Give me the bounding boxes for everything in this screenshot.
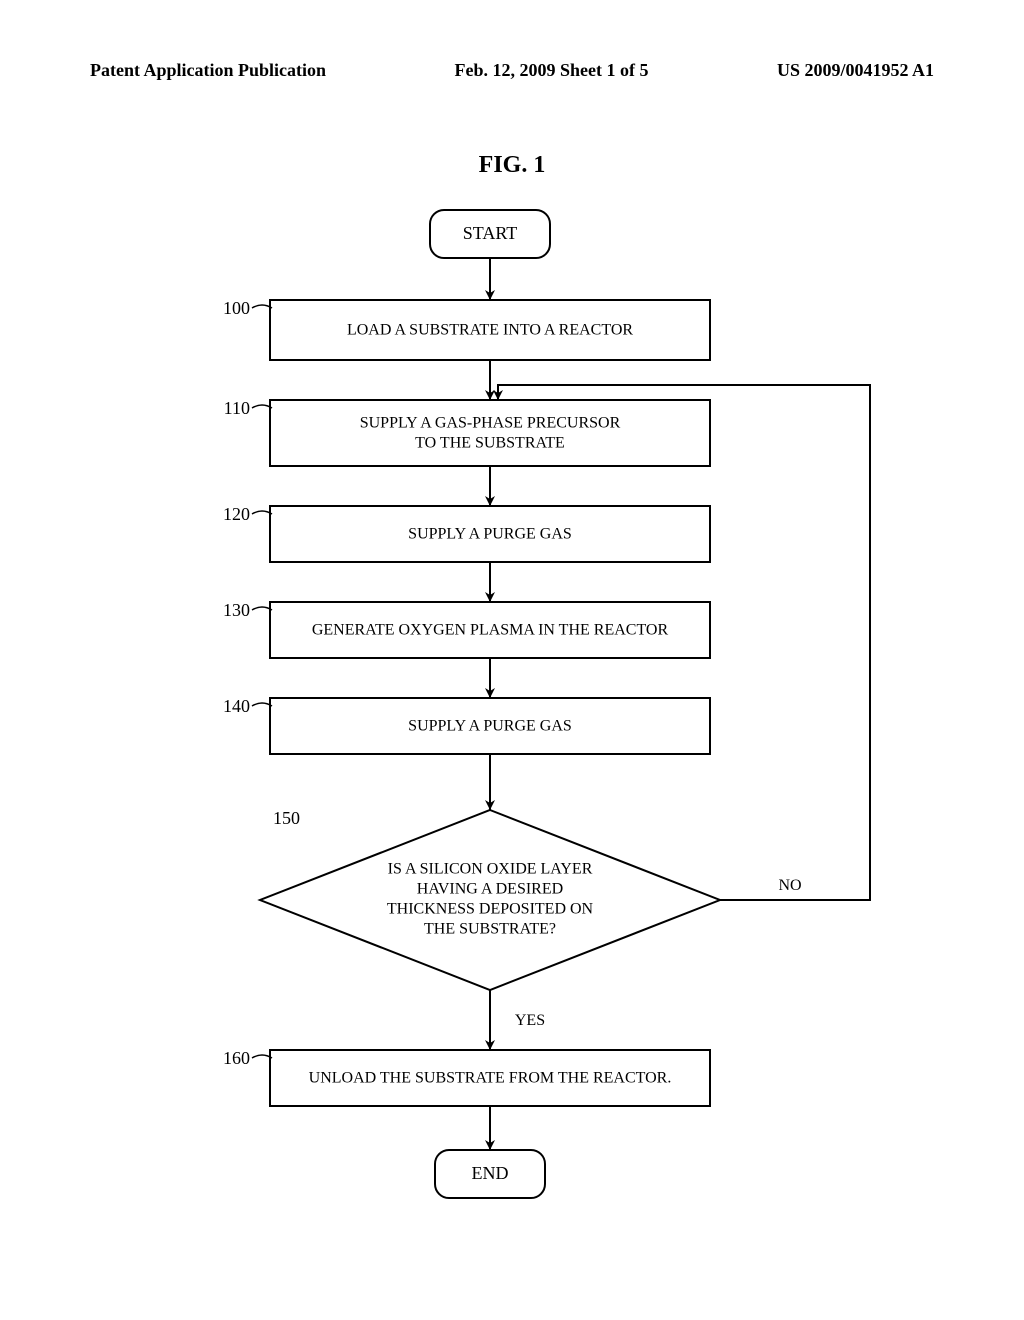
process-100-text: LOAD A SUBSTRATE INTO A REACTOR	[347, 322, 633, 339]
page-header: Patent Application Publication Feb. 12, …	[90, 60, 934, 81]
branch-no-label: NO	[778, 877, 801, 894]
edge-no-feedback	[498, 385, 870, 900]
process-160-text: UNLOAD THE SUBSTRATE FROM THE REACTOR.	[309, 1070, 672, 1087]
ref-140: 140	[223, 696, 250, 716]
header-left: Patent Application Publication	[90, 60, 326, 81]
ref-150: 150	[273, 808, 300, 828]
ref-100: 100	[223, 298, 250, 318]
header-center: Feb. 12, 2009 Sheet 1 of 5	[455, 60, 649, 81]
process-120-text: SUPPLY A PURGE GAS	[408, 526, 572, 543]
branch-yes-label: YES	[515, 1012, 545, 1029]
ref-110: 110	[224, 398, 250, 418]
patent-page: Patent Application Publication Feb. 12, …	[0, 0, 1024, 1320]
decision-150-l1: IS A SILICON OXIDE LAYER	[388, 861, 593, 878]
process-140-text: SUPPLY A PURGE GAS	[408, 718, 572, 735]
process-130-text: GENERATE OXYGEN PLASMA IN THE REACTOR	[312, 622, 669, 639]
figure-title: FIG. 1	[0, 152, 1024, 179]
flowchart-svg: START LOAD A SUBSTRATE INTO A REACTOR 10…	[0, 200, 1024, 1300]
decision-150-l3: THICKNESS DEPOSITED ON	[387, 901, 594, 918]
decision-150-l2: HAVING A DESIRED	[417, 881, 563, 898]
ref-120: 120	[223, 504, 250, 524]
ref-130: 130	[223, 600, 250, 620]
decision-150-l4: THE SUBSTRATE?	[424, 921, 556, 938]
process-110-text-l2: TO THE SUBSTRATE	[415, 435, 565, 452]
process-110-text-l1: SUPPLY A GAS-PHASE PRECURSOR	[360, 415, 621, 432]
start-label: START	[463, 223, 517, 243]
process-110	[270, 400, 710, 466]
ref-160: 160	[223, 1048, 250, 1068]
header-right: US 2009/0041952 A1	[777, 60, 934, 81]
end-label: END	[472, 1163, 509, 1183]
